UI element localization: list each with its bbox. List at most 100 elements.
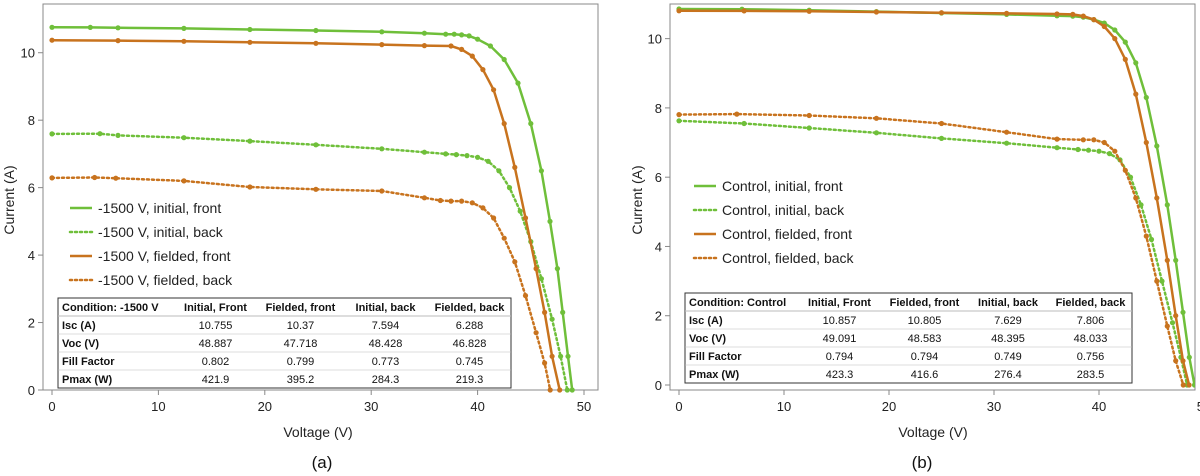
x-tick-label: 30 xyxy=(364,399,378,414)
legend-entry: -1500 V, initial, front xyxy=(98,200,221,216)
data-point xyxy=(459,32,465,38)
figure-caption: (a) xyxy=(312,453,333,472)
y-tick-label: 0 xyxy=(28,383,35,398)
y-axis-label: Current (A) xyxy=(629,165,645,234)
data-point xyxy=(565,353,571,359)
data-point xyxy=(379,188,385,194)
table-cell: 10.805 xyxy=(908,315,942,327)
data-point xyxy=(379,42,385,48)
data-point xyxy=(564,387,570,393)
x-tick-label: 40 xyxy=(470,399,484,414)
table-row-label: Fill Factor xyxy=(689,351,742,363)
table-row-label: Pmax (W) xyxy=(62,374,112,386)
data-point xyxy=(1143,139,1149,146)
data-point xyxy=(97,131,103,137)
data-point xyxy=(512,259,518,265)
data-point xyxy=(181,178,187,184)
table-cell: 48.428 xyxy=(369,338,403,350)
y-tick-label: 0 xyxy=(655,378,662,393)
x-axis-label: Voltage (V) xyxy=(898,424,967,440)
data-point xyxy=(443,151,449,157)
data-point xyxy=(676,112,682,118)
table-header: Initial, back xyxy=(356,302,417,314)
data-point xyxy=(676,8,682,14)
data-point xyxy=(542,309,548,315)
table-cell: 284.3 xyxy=(372,374,400,386)
y-tick-label: 6 xyxy=(28,181,35,196)
table-cell: 0.745 xyxy=(456,356,484,368)
table-header: Fielded, front xyxy=(266,302,336,314)
data-point xyxy=(443,31,449,37)
data-point xyxy=(676,118,682,124)
data-point xyxy=(115,25,121,31)
data-point xyxy=(1080,13,1086,19)
table-header: Initial, Front xyxy=(184,302,247,314)
data-point xyxy=(557,387,563,393)
data-point xyxy=(49,131,55,137)
data-point xyxy=(1085,147,1092,153)
data-point xyxy=(49,175,55,181)
data-point xyxy=(437,197,443,204)
data-point xyxy=(1143,94,1149,101)
data-point xyxy=(734,111,740,117)
table-cell: 10.857 xyxy=(823,315,857,327)
table-header: Initial, Front xyxy=(808,297,871,309)
table-cell: 10.37 xyxy=(287,320,315,332)
x-tick-label: 20 xyxy=(882,399,896,414)
data-point xyxy=(1112,27,1118,33)
table-cell: 6.288 xyxy=(456,320,484,332)
table-row-label: Voc (V) xyxy=(689,333,726,345)
y-tick-label: 8 xyxy=(28,113,35,128)
data-point xyxy=(1133,91,1139,97)
data-point xyxy=(448,43,454,49)
data-point xyxy=(1186,354,1192,360)
data-point xyxy=(873,9,880,15)
x-tick-label: 10 xyxy=(151,399,165,414)
table-cell: 0.794 xyxy=(826,351,854,363)
data-point xyxy=(741,120,747,127)
data-point xyxy=(87,24,93,30)
table-cell: 276.4 xyxy=(994,369,1022,381)
table-cell: 0.773 xyxy=(372,356,400,368)
data-point xyxy=(464,153,470,159)
data-point xyxy=(1143,233,1149,239)
data-point xyxy=(1080,137,1086,143)
data-point xyxy=(569,387,575,393)
data-point xyxy=(538,276,545,282)
y-tick-label: 10 xyxy=(648,32,662,47)
data-point xyxy=(542,360,548,366)
data-point xyxy=(491,87,497,93)
data-point xyxy=(1101,139,1107,146)
legend-entry: -1500 V, fielded, back xyxy=(98,272,233,288)
data-point xyxy=(515,80,521,86)
table-cell: 7.806 xyxy=(1077,315,1105,327)
data-point xyxy=(1159,278,1165,284)
data-point xyxy=(485,158,491,164)
data-point xyxy=(181,25,187,31)
data-point xyxy=(1004,140,1010,146)
data-point xyxy=(522,215,529,221)
data-point xyxy=(1180,309,1186,315)
parameters-table: Condition: -1500 V Initial, Front Fielded,… xyxy=(57,297,512,389)
data-point xyxy=(459,198,465,204)
table-row-label: Isc (A) xyxy=(62,320,96,332)
data-point xyxy=(938,135,945,141)
series-line-3 xyxy=(50,176,552,392)
data-point xyxy=(379,29,385,35)
data-point xyxy=(475,36,481,42)
legend-entry: -1500 V, initial, back xyxy=(98,224,224,240)
table-cell: 47.718 xyxy=(284,338,318,350)
data-point xyxy=(181,38,187,44)
data-point xyxy=(873,115,880,121)
data-point xyxy=(1180,358,1186,364)
figure-caption: (b) xyxy=(912,453,933,472)
data-point xyxy=(313,40,319,46)
chart-b: 0 10 20 30 40 50 0 2 4 6 8 10 Voltage (V) Current (A)… xyxy=(629,3,1200,472)
data-point xyxy=(549,353,555,359)
data-point xyxy=(1191,382,1195,388)
data-point xyxy=(560,309,566,315)
data-point xyxy=(538,168,545,174)
x-tick-label: 50 xyxy=(1197,399,1200,414)
x-axis-label: Voltage (V) xyxy=(283,424,352,440)
